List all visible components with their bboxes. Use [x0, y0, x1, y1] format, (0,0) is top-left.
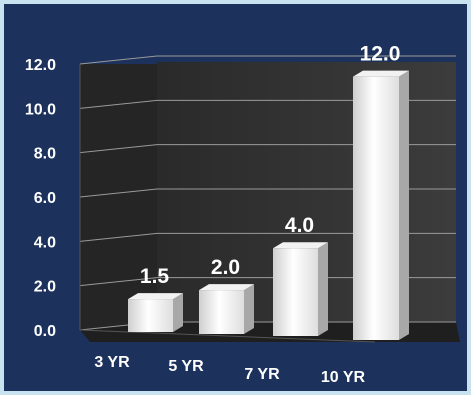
data-label: 1.5 [140, 265, 170, 288]
bar-side [244, 284, 254, 334]
bars [128, 70, 409, 340]
chart-labels: 0.0 2.0 4.0 6.0 8.0 10.0 12.0 1.5 3 YR 2.0 5 YR 4.0… [25, 43, 401, 386]
bar-top [199, 284, 254, 291]
x-tick-label: 5 YR [168, 358, 204, 375]
x-tick-label: 3 YR [94, 354, 130, 371]
data-label: 2.0 [211, 256, 240, 279]
gridline [79, 55, 456, 65]
y-tick-label: 4.0 [34, 234, 56, 251]
side-wall [80, 64, 157, 330]
bar-side [399, 70, 409, 340]
bar-top [353, 70, 409, 77]
bar-top [128, 293, 183, 300]
y-tick-label: 6.0 [34, 190, 56, 207]
bar-side [318, 242, 328, 336]
x-tick-label: 7 YR [244, 366, 280, 383]
y-tick-label: 0.0 [34, 323, 56, 340]
y-tick-label: 12.0 [25, 57, 56, 74]
bar [353, 76, 399, 340]
y-tick-label: 8.0 [34, 146, 56, 163]
data-label: 4.0 [285, 214, 314, 237]
bar-side [173, 293, 183, 332]
bar [128, 299, 173, 332]
x-tick-label: 10 YR [321, 369, 366, 386]
y-tick-label: 2.0 [34, 279, 56, 296]
y-tick-label: 10.0 [25, 101, 56, 118]
bar [273, 248, 318, 336]
data-label: 12.0 [360, 43, 401, 66]
bar [199, 290, 244, 334]
bar-top [273, 242, 328, 249]
